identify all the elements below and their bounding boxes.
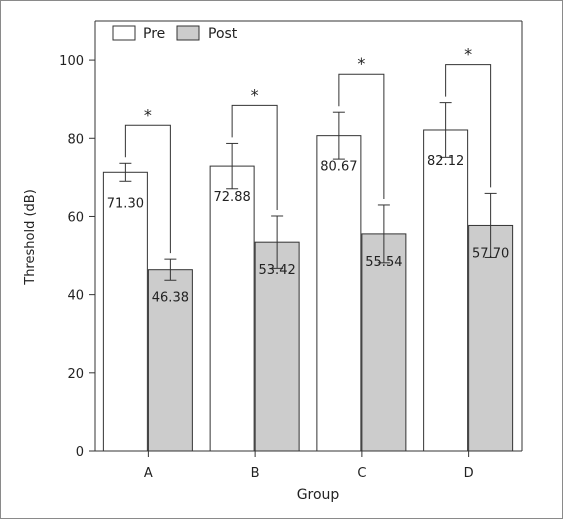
- annotations: 71.30 46.38 * 72.88 53.42 * 80.67 55.54 * 82.12 57…: [107, 45, 509, 306]
- x-tick-label: A: [144, 466, 153, 481]
- data-label-pre: 72.88: [214, 190, 251, 205]
- significance-star: *: [251, 85, 259, 104]
- significance-bracket: [445, 64, 492, 188]
- legend: Pre Post: [112, 25, 238, 42]
- data-label-post: 57.70: [472, 246, 509, 261]
- bar-post: [361, 233, 407, 452]
- data-label-post: 55.54: [365, 255, 402, 270]
- y-tick-label: 80: [67, 132, 84, 147]
- x-tick-label: B: [251, 466, 260, 481]
- y-tick-label: 20: [67, 367, 84, 382]
- bar-pre: [316, 135, 362, 452]
- y-tick-label: 40: [67, 289, 84, 304]
- bar-pre: [102, 171, 148, 452]
- significance-star: *: [357, 54, 365, 73]
- y-tick-label: 100: [59, 54, 84, 69]
- legend-label-post: Post: [208, 26, 238, 42]
- data-label-post: 46.38: [152, 291, 189, 306]
- y-tick-label: 60: [67, 210, 84, 225]
- data-label-pre: 71.30: [107, 196, 144, 211]
- significance-bracket: [231, 104, 278, 210]
- data-label-post: 53.42: [259, 263, 296, 278]
- data-label-pre: 80.67: [320, 160, 357, 175]
- data-label-pre: 82.12: [427, 154, 464, 169]
- bar-post: [147, 269, 193, 452]
- legend-swatch-post: [176, 25, 200, 41]
- x-axis-label: Group: [297, 487, 340, 503]
- significance-bracket: [124, 124, 171, 254]
- legend-swatch-pre: [112, 25, 136, 41]
- bar-pre: [423, 129, 469, 452]
- legend-label-pre: Pre: [143, 26, 165, 42]
- x-tick-label: D: [464, 466, 474, 481]
- significance-star: *: [464, 45, 472, 64]
- significance-bracket: [338, 73, 385, 199]
- x-tick-label: C: [357, 466, 366, 481]
- bar-post: [468, 224, 514, 452]
- y-tick-label: 0: [76, 445, 84, 460]
- bar-pre: [209, 165, 255, 452]
- y-axis-label: Threshold (dB): [23, 189, 38, 286]
- bars: [102, 102, 514, 452]
- significance-star: *: [144, 105, 152, 124]
